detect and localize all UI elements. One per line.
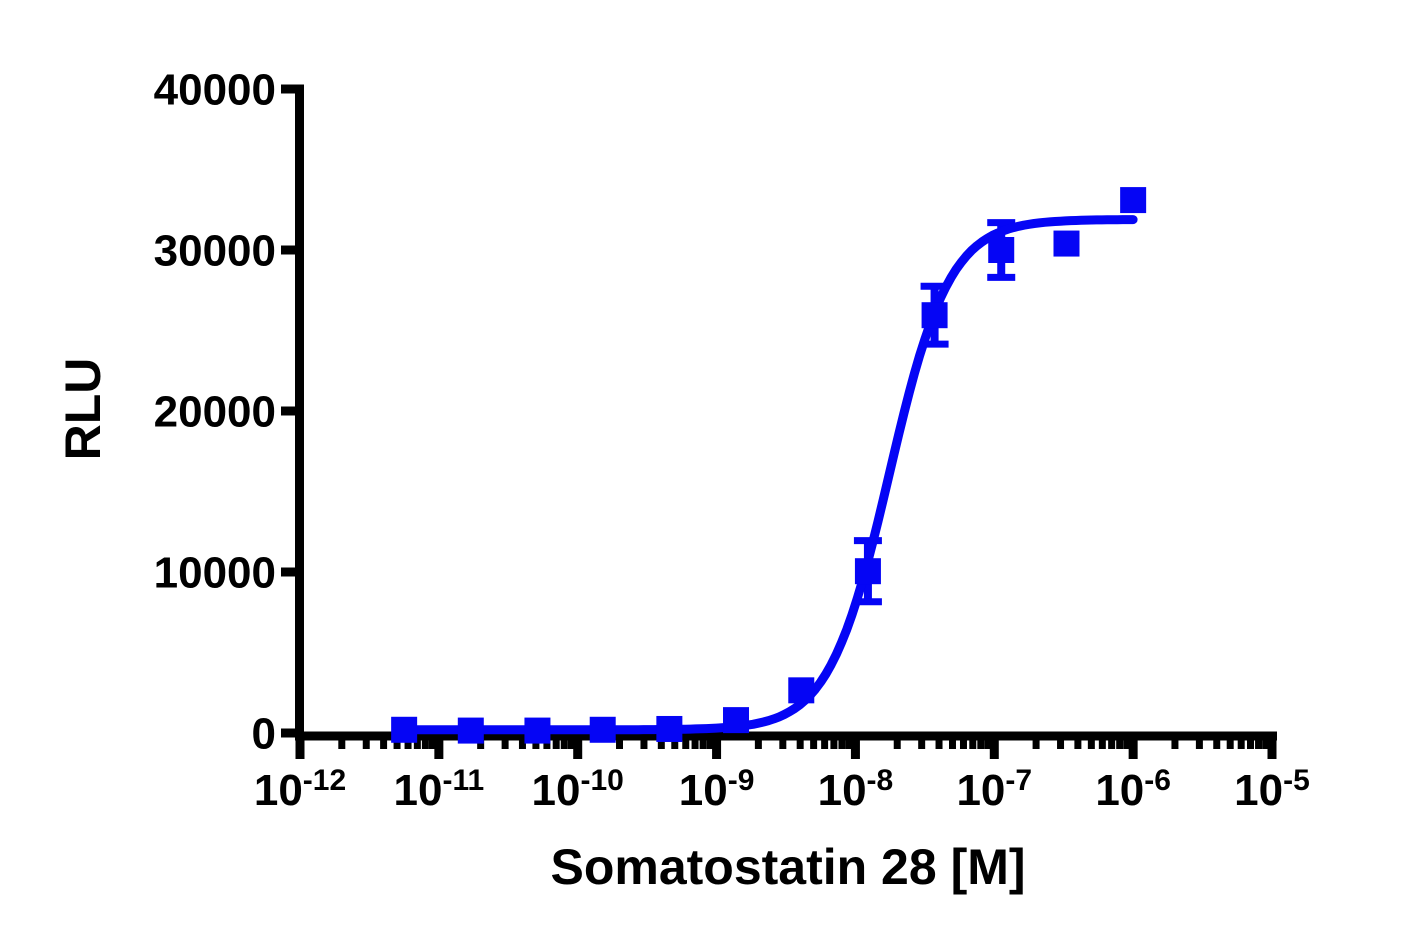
x-tick-label: 10-10	[532, 764, 624, 815]
x-tick-label: 10-7	[956, 764, 1032, 815]
data-point	[1053, 230, 1080, 257]
x-tick-label: 10-12	[254, 764, 346, 815]
y-tick-label: 20000	[154, 388, 276, 437]
x-tick-label: 10-8	[818, 764, 894, 815]
data-point	[854, 558, 881, 585]
y-axis-title: RLU	[55, 358, 111, 461]
data-points	[391, 187, 1147, 744]
fit-curve	[399, 215, 1138, 735]
y-tick-label: 30000	[154, 227, 276, 276]
data-point	[656, 715, 683, 742]
x-axis: 10-12 10-11 10-10 10-9 10-8 10-7 10-6 10-5	[254, 731, 1310, 815]
x-axis-title: Somatostatin 28 [M]	[550, 839, 1025, 895]
data-point	[921, 302, 948, 329]
data-point	[457, 717, 484, 744]
y-tick-label: 40000	[154, 66, 276, 115]
data-point	[723, 707, 750, 734]
error-bars	[853, 219, 1016, 606]
data-point	[391, 716, 418, 743]
y-axis: 0 10000 20000 30000 40000	[154, 66, 304, 759]
data-point	[788, 677, 815, 704]
y-tick-label: 10000	[154, 549, 276, 598]
x-tick-label: 10-9	[679, 764, 755, 815]
data-point	[1120, 187, 1147, 214]
data-point	[589, 716, 616, 743]
x-tick-label: 10-11	[394, 764, 485, 815]
x-tick-label: 10-5	[1234, 764, 1310, 815]
x-tick-label: 10-6	[1095, 764, 1171, 815]
data-point	[524, 717, 551, 744]
data-point	[988, 237, 1015, 263]
y-tick-label: 0	[252, 710, 276, 759]
